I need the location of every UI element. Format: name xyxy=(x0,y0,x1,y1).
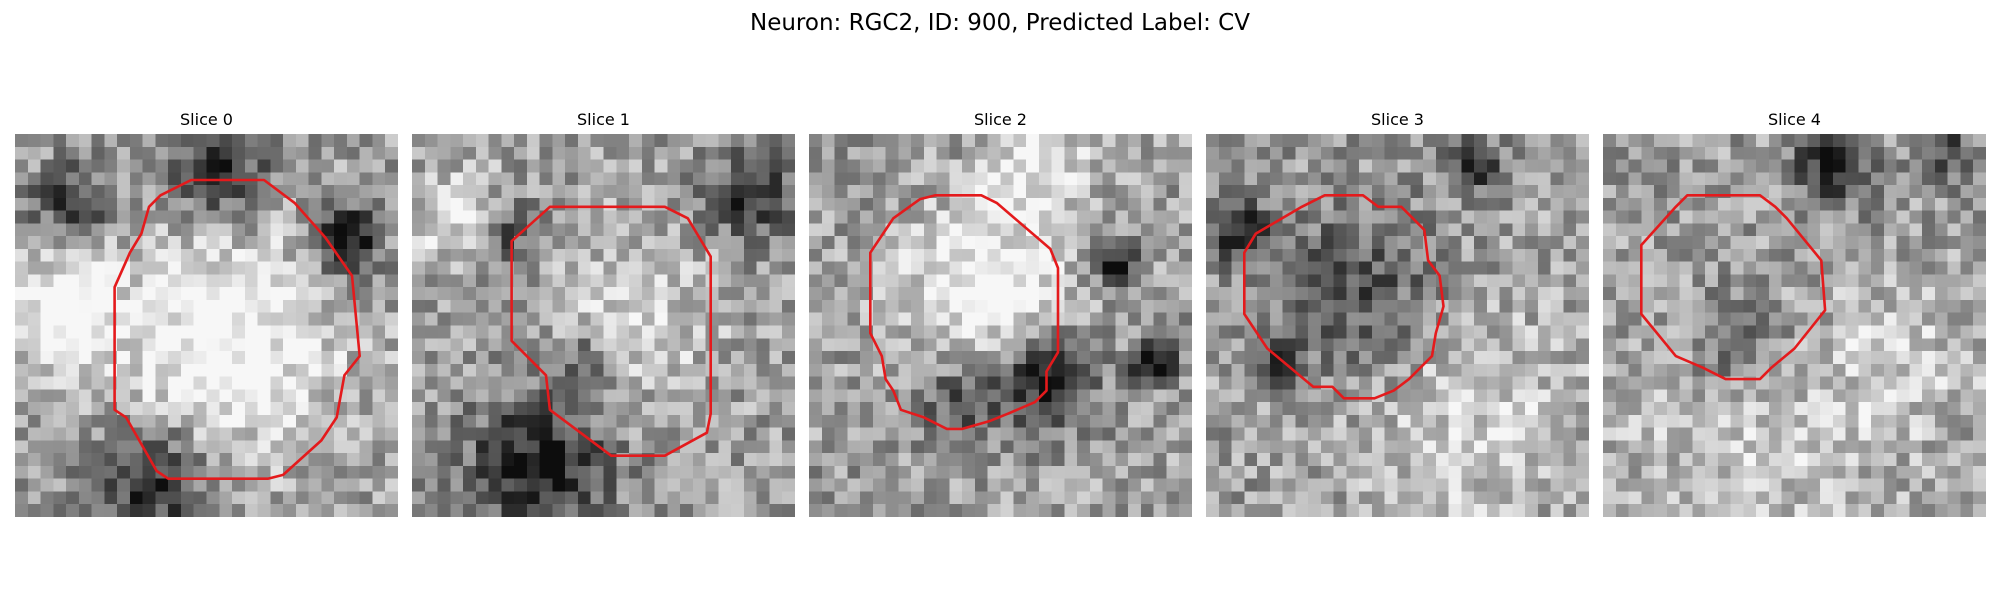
roi-contour xyxy=(510,205,713,458)
slice-image xyxy=(809,134,1192,517)
pixel-grid xyxy=(809,134,1192,517)
slice-title: Slice 3 xyxy=(1371,110,1424,129)
slice-title: Slice 0 xyxy=(180,110,233,129)
slice-panel: Slice 0 xyxy=(15,110,398,517)
roi-contour xyxy=(868,193,1060,431)
roi-contour xyxy=(1242,193,1445,400)
pixel-grid xyxy=(412,134,795,517)
slice-panel: Slice 4 xyxy=(1603,110,1986,517)
pixel-grid xyxy=(1603,134,1986,517)
figure-title: Neuron: RGC2, ID: 900, Predicted Label: … xyxy=(750,10,1250,36)
roi-contour xyxy=(113,178,362,481)
slice-image xyxy=(412,134,795,517)
roi-contour xyxy=(1639,193,1827,381)
slice-image xyxy=(1206,134,1589,517)
slice-image xyxy=(15,134,398,517)
slice-panel: Slice 1 xyxy=(412,110,795,517)
slice-image xyxy=(1603,134,1986,517)
slice-title: Slice 2 xyxy=(974,110,1027,129)
slice-title: Slice 4 xyxy=(1768,110,1821,129)
slice-panel: Slice 2 xyxy=(809,110,1192,517)
slice-panel: Slice 3 xyxy=(1206,110,1589,517)
pixel-grid xyxy=(1206,134,1589,517)
slice-title: Slice 1 xyxy=(577,110,630,129)
pixel-grid xyxy=(15,134,398,517)
